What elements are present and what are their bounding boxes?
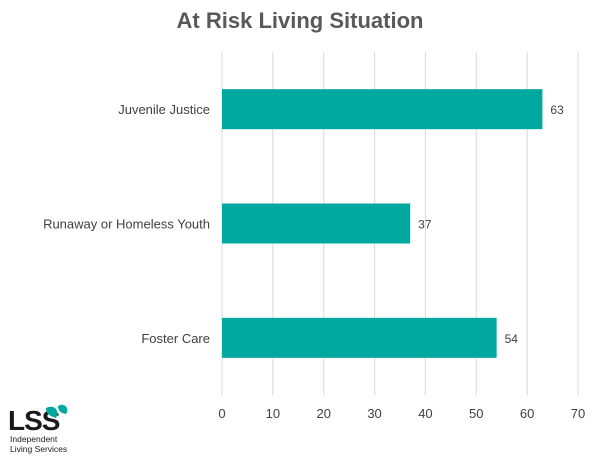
x-tick-label: 20 bbox=[316, 406, 330, 421]
labels: 0 10 20 30 40 50 60 70 Juvenile Justice 63 Runaway… bbox=[43, 102, 585, 421]
data-label: 54 bbox=[505, 332, 519, 346]
data-label: 37 bbox=[418, 218, 432, 232]
lss-logo: LSS bbox=[8, 404, 68, 436]
x-tick-label: 70 bbox=[571, 406, 585, 421]
x-tick-label: 60 bbox=[520, 406, 534, 421]
x-tick-label: 10 bbox=[266, 406, 280, 421]
logo-line-1: Independent bbox=[10, 434, 58, 444]
chart-title: At Risk Living Situation bbox=[176, 8, 424, 33]
category-label: Foster Care bbox=[141, 331, 210, 346]
bar bbox=[222, 317, 497, 358]
data-label: 63 bbox=[550, 103, 564, 117]
bars bbox=[222, 89, 543, 358]
category-label: Juvenile Justice bbox=[118, 102, 210, 117]
x-tick-label: 0 bbox=[218, 406, 225, 421]
x-tick-label: 30 bbox=[367, 406, 381, 421]
logo-text: Independent Living Services bbox=[10, 434, 67, 454]
leaf-icon bbox=[58, 404, 68, 414]
leaf-icon bbox=[46, 406, 58, 418]
x-tick-label: 50 bbox=[469, 406, 483, 421]
logo-line-2: Living Services bbox=[10, 444, 68, 454]
category-label: Runaway or Homeless Youth bbox=[43, 217, 210, 232]
bar bbox=[222, 89, 543, 130]
bar bbox=[222, 203, 411, 244]
x-tick-label: 40 bbox=[418, 406, 432, 421]
